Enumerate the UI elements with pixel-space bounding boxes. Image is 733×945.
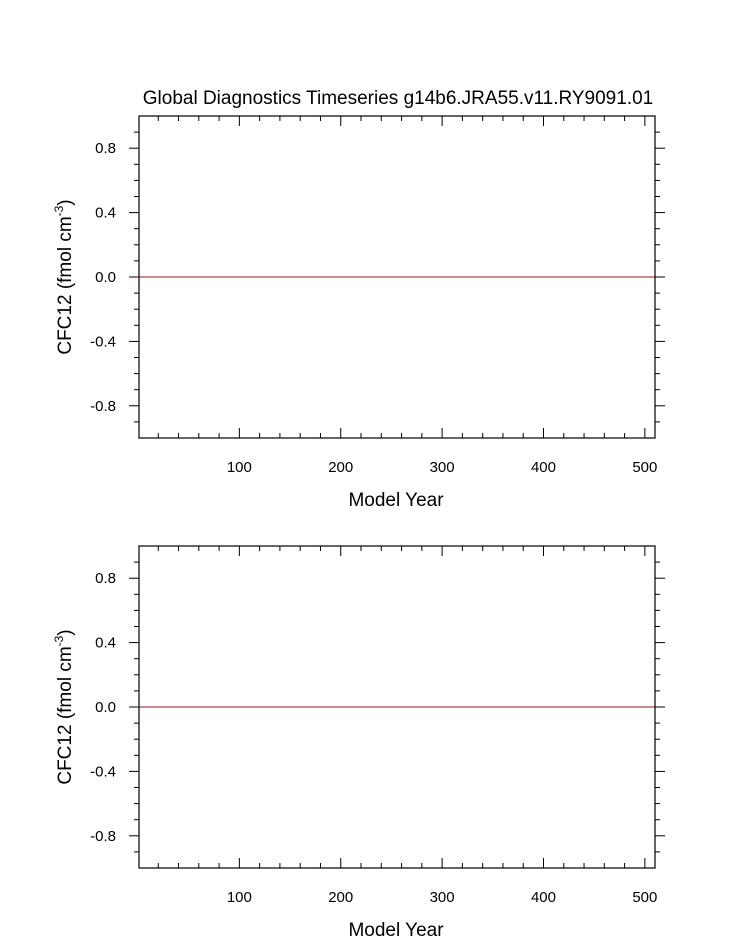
y-tick-label: 0.0 xyxy=(95,699,116,716)
y-axis-label-superscript: -3 xyxy=(52,635,66,646)
x-tick-label: 200 xyxy=(328,889,353,906)
x-tick-label: 100 xyxy=(227,459,252,476)
y-tick-label: -0.4 xyxy=(90,333,116,350)
x-tick-label: 300 xyxy=(430,459,455,476)
x-axis-label: Model Year xyxy=(348,920,444,941)
panel-bottom: 100 200 300 400 500 -0.8 -0.4 0.0 0.4 0.8 Model Ye… xyxy=(52,545,665,941)
y-tick-label: -0.8 xyxy=(90,828,116,845)
x-tick-label: 200 xyxy=(328,459,353,476)
y-axis-label: CFC12 (fmol cm-3) xyxy=(52,199,76,354)
x-tick-label: 100 xyxy=(227,889,252,906)
figure-title: Global Diagnostics Timeseries g14b6.JRA5… xyxy=(143,88,653,109)
y-tick-label: 0.8 xyxy=(95,570,116,587)
y-tick-label: 0.4 xyxy=(95,205,116,222)
x-tick-label: 500 xyxy=(632,459,657,476)
x-axis-label: Model Year xyxy=(348,490,444,511)
y-axis-label: CFC12 (fmol cm-3) xyxy=(52,629,76,784)
y-axis-label-superscript: -3 xyxy=(52,205,66,216)
x-tick-label: 400 xyxy=(531,459,556,476)
y-tick-label: -0.8 xyxy=(90,398,116,415)
y-tick-label: 0.4 xyxy=(95,635,116,652)
y-tick-label: 0.0 xyxy=(95,269,116,286)
x-tick-label: 500 xyxy=(632,889,657,906)
y-tick-label: -0.4 xyxy=(90,763,116,780)
panel-top: 100 200 300 400 500 -0.8 -0.4 0.0 0.4 0.8 Model Ye… xyxy=(52,115,665,511)
y-tick-label: 0.8 xyxy=(95,140,116,157)
x-tick-label: 400 xyxy=(531,889,556,906)
x-tick-label: 300 xyxy=(430,889,455,906)
